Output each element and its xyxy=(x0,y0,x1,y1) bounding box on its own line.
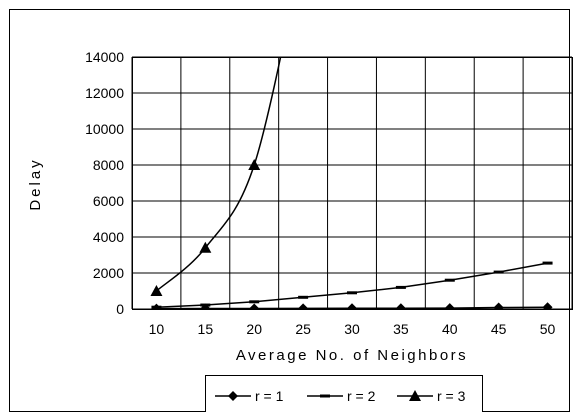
legend-label: r = 1 xyxy=(255,388,284,404)
x-tick-label: 25 xyxy=(295,321,311,337)
x-tick-label: 50 xyxy=(540,321,556,337)
data-point xyxy=(347,303,357,309)
data-point xyxy=(249,300,260,304)
legend-swatch-marker xyxy=(228,391,238,401)
data-point xyxy=(200,303,211,307)
data-point xyxy=(151,305,162,309)
legend-label: r = 2 xyxy=(347,388,376,404)
x-tick-label: 45 xyxy=(491,321,507,337)
y-tick-label: 8000 xyxy=(93,157,124,173)
data-point xyxy=(298,303,309,309)
y-tick-label: 2000 xyxy=(93,265,124,281)
legend-label: r = 3 xyxy=(437,388,466,404)
y-tick-label: 4000 xyxy=(93,229,124,245)
data-point xyxy=(347,291,357,295)
legend-swatch-marker xyxy=(409,390,421,401)
series-lines xyxy=(150,57,553,309)
legend-box xyxy=(205,375,483,412)
data-point xyxy=(444,278,455,282)
plot-area-border xyxy=(132,57,573,310)
data-point xyxy=(542,302,553,309)
y-tick-label: 0 xyxy=(116,301,124,317)
x-tick-label: 30 xyxy=(344,321,360,337)
series-3 xyxy=(150,57,282,296)
x-tick-labels: 10 15 20 25 30 35 40 45 50 xyxy=(149,321,556,337)
legend-swatch-marker xyxy=(320,394,330,398)
y-tick-label: 12000 xyxy=(85,85,124,101)
data-point xyxy=(444,303,455,309)
data-point xyxy=(493,302,504,309)
data-point xyxy=(395,303,406,309)
x-tick-label: 40 xyxy=(442,321,458,337)
data-point xyxy=(249,303,260,309)
y-tick-labels: 0 2000 4000 6000 8000 10000 12000 14000 xyxy=(85,49,124,317)
x-tick-label: 10 xyxy=(149,321,165,337)
series-2 xyxy=(151,261,553,309)
y-tick-label: 6000 xyxy=(93,193,124,209)
y-tick-label: 10000 xyxy=(85,121,124,137)
x-tick-label: 35 xyxy=(393,321,409,337)
x-axis-label: Average No. of Neighbors xyxy=(236,347,468,364)
series-line xyxy=(155,57,282,292)
data-point xyxy=(395,285,406,289)
data-point xyxy=(493,270,504,274)
data-point xyxy=(199,241,212,253)
data-point xyxy=(150,285,163,296)
y-tick-label: 14000 xyxy=(85,49,124,65)
x-tick-label: 20 xyxy=(246,321,262,337)
data-point xyxy=(248,159,261,170)
chart-frame xyxy=(9,9,570,412)
x-tick-label: 15 xyxy=(198,321,214,337)
data-point xyxy=(542,261,553,265)
y-axis-label: Delay xyxy=(27,157,44,210)
data-point xyxy=(298,295,309,299)
legend: r = 1 r = 2 r = 3 xyxy=(205,375,483,412)
